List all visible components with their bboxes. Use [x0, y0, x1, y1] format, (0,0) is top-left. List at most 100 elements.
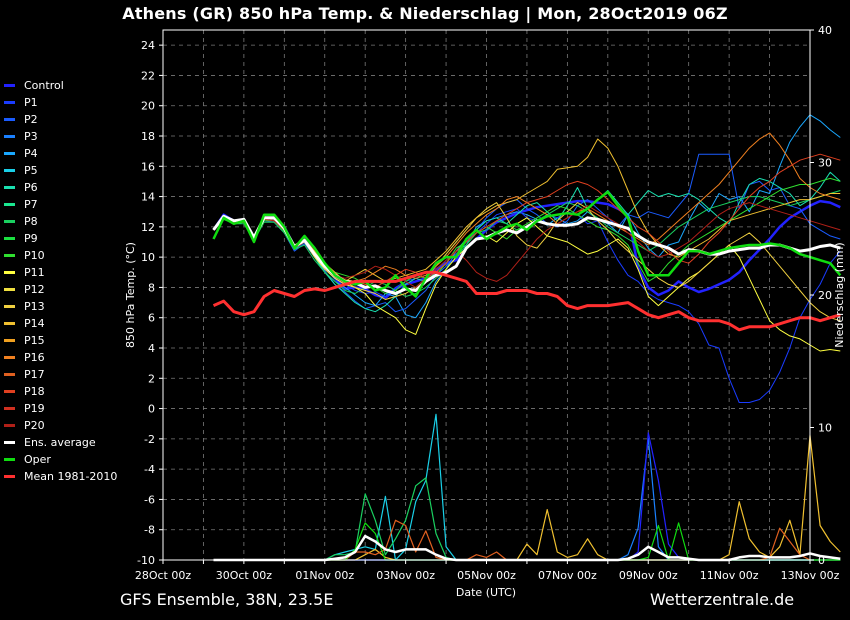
- legend-label: P6: [24, 181, 38, 194]
- legend-swatch: [4, 475, 15, 478]
- legend-swatch: [4, 458, 15, 461]
- legend-label: Oper: [24, 453, 51, 466]
- legend-label: P14: [24, 317, 45, 330]
- y-tick-label: 2: [148, 372, 155, 385]
- legend-label: Ens. average: [24, 436, 96, 449]
- y2-axis-label: Niederschlag (mm): [833, 242, 846, 347]
- y2-tick-label: 10: [818, 422, 832, 435]
- y2-tick-label: 20: [818, 289, 832, 302]
- x-tick-label: 09Nov 00z: [619, 569, 678, 582]
- temp-line-mean-1981-2010: [212, 270, 841, 332]
- legend-label: P4: [24, 147, 38, 160]
- legend-item: P13: [4, 298, 117, 315]
- y-tick-label: -10: [137, 554, 155, 567]
- legend-label: P11: [24, 266, 45, 279]
- y-tick-label: 24: [141, 39, 155, 52]
- legend-label: P17: [24, 368, 45, 381]
- y-axis-label: 850 hPa Temp. (°C): [124, 242, 137, 348]
- legend-item: P4: [4, 145, 117, 162]
- legend-item: P17: [4, 366, 117, 383]
- legend-item: P8: [4, 213, 117, 230]
- legend-item: P3: [4, 128, 117, 145]
- y-tick-label: -2: [144, 433, 155, 446]
- y-tick-label: 6: [148, 312, 155, 325]
- legend-item: P10: [4, 247, 117, 264]
- legend-item: Control: [4, 77, 117, 94]
- legend-swatch: [4, 271, 15, 274]
- x-axis-label: Date (UTC): [456, 586, 516, 599]
- legend-swatch: [4, 254, 15, 257]
- legend-item: P15: [4, 332, 117, 349]
- y-tick-label: 12: [141, 221, 155, 234]
- legend-item: P5: [4, 162, 117, 179]
- legend-label: P16: [24, 351, 45, 364]
- axes: -10-8-6-4-202468101214161820222401020304…: [135, 24, 840, 582]
- legend-item: Mean 1981-2010: [4, 468, 117, 485]
- temp-line-p10: [213, 177, 841, 294]
- temp-line-oper: [212, 190, 842, 298]
- legend-item: Oper: [4, 451, 117, 468]
- x-tick-label: 30Oct 00z: [216, 569, 273, 582]
- legend-label: Control: [24, 79, 64, 92]
- legend-swatch: [4, 407, 15, 410]
- legend-swatch: [4, 135, 15, 138]
- y-tick-label: 18: [141, 130, 155, 143]
- y-tick-label: -4: [144, 463, 155, 476]
- legend-item: P19: [4, 400, 117, 417]
- plot-frame: [162, 29, 811, 561]
- legend-item: P9: [4, 230, 117, 247]
- legend-item: P16: [4, 349, 117, 366]
- legend-item: P14: [4, 315, 117, 332]
- y-tick-label: 16: [141, 160, 155, 173]
- legend-label: P18: [24, 385, 45, 398]
- x-tick-label: 03Nov 00z: [376, 569, 435, 582]
- legend-label: P2: [24, 113, 38, 126]
- legend-label: P5: [24, 164, 38, 177]
- legend-item: P1: [4, 94, 117, 111]
- temp-line-p6: [213, 171, 841, 313]
- x-tick-label: 11Nov 00z: [700, 569, 759, 582]
- legend-swatch: [4, 84, 15, 87]
- y-tick-label: 14: [141, 191, 155, 204]
- legend-swatch: [4, 339, 15, 342]
- legend-item: P11: [4, 264, 117, 281]
- legend: Control P1 P2 P3 P4 P5 P6 P7 P8 P9 P10 P11 P12 P13 P14…: [4, 77, 117, 485]
- legend-label: P7: [24, 198, 38, 211]
- legend-swatch: [4, 118, 15, 121]
- legend-swatch: [4, 101, 15, 104]
- y2-tick-label: 0: [818, 554, 825, 567]
- legend-item: P6: [4, 179, 117, 196]
- y2-tick-label: 40: [818, 24, 832, 37]
- legend-label: P1: [24, 96, 38, 109]
- legend-label: P3: [24, 130, 38, 143]
- legend-swatch: [4, 203, 15, 206]
- legend-label: P13: [24, 300, 45, 313]
- legend-swatch: [4, 186, 15, 189]
- y-tick-label: 10: [141, 251, 155, 264]
- temp-line-p11: [213, 217, 841, 352]
- legend-swatch: [4, 152, 15, 155]
- legend-label: Mean 1981-2010: [24, 470, 118, 483]
- x-tick-label: 07Nov 00z: [538, 569, 597, 582]
- y-tick-label: 22: [141, 69, 155, 82]
- legend-swatch: [4, 441, 15, 444]
- legend-swatch: [4, 322, 15, 325]
- legend-swatch: [4, 305, 15, 308]
- y-tick-label: 20: [141, 100, 155, 113]
- chart-title: Athens (GR) 850 hPa Temp. & Niederschlag…: [122, 4, 728, 23]
- legend-item: P20: [4, 417, 117, 434]
- legend-item: P18: [4, 383, 117, 400]
- legend-swatch: [4, 237, 15, 240]
- y-tick-label: -8: [144, 524, 155, 537]
- legend-swatch: [4, 220, 15, 223]
- grid-lines: [162, 30, 811, 561]
- legend-label: P9: [24, 232, 38, 245]
- legend-label: P12: [24, 283, 45, 296]
- precip-line-ens-average: [213, 534, 841, 562]
- temp-line-ens-average: [212, 214, 841, 295]
- y-tick-label: 0: [148, 403, 155, 416]
- y-tick-label: -6: [144, 493, 155, 506]
- legend-swatch: [4, 373, 15, 376]
- y-tick-label: 8: [148, 281, 155, 294]
